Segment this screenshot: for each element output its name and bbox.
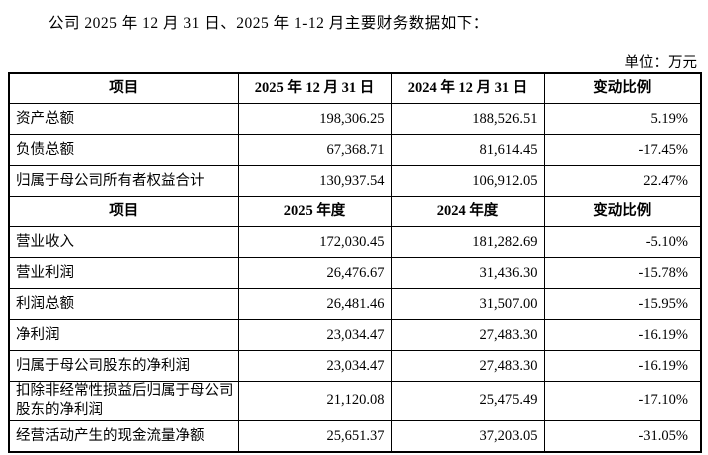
table-row-net-profit: 净利润 23,034.47 27,483.30 -16.19%: [8, 319, 702, 351]
row-label: 营业收入: [8, 226, 239, 258]
value-2024: 31,436.30: [390, 257, 545, 289]
value-2024: 27,483.30: [390, 319, 545, 351]
row-label: 扣除非经常性损益后归属于母公司股东的净利润: [8, 381, 239, 421]
value-2024: 106,912.05: [390, 165, 545, 197]
value-2025: 198,306.25: [237, 103, 392, 135]
row-label: 负债总额: [8, 134, 239, 166]
table-row-net-profit-excl-nonrecurring: 扣除非经常性损益后归属于母公司股东的净利润 21,120.08 25,475.4…: [8, 381, 702, 421]
section1-header-row: 项目 2025 年 12 月 31 日 2024 年 12 月 31 日 变动比…: [8, 72, 702, 104]
value-2025: 23,034.47: [237, 350, 392, 382]
financial-data-table: 项目 2025 年 12 月 31 日 2024 年 12 月 31 日 变动比…: [8, 72, 702, 454]
value-2025: 130,937.54: [237, 165, 392, 197]
section2-header-row: 项目 2025 年度 2024 年度 变动比例: [8, 196, 702, 227]
section2-header-change: 变动比例: [543, 196, 702, 227]
value-2024: 81,614.45: [390, 134, 545, 166]
row-label: 归属于母公司所有者权益合计: [8, 165, 239, 197]
value-2025: 67,368.71: [237, 134, 392, 166]
change-ratio: -31.05%: [543, 419, 702, 453]
value-2025: 26,476.67: [237, 257, 392, 289]
value-2024: 31,507.00: [390, 288, 545, 320]
value-2024: 25,475.49: [390, 381, 545, 421]
section2-header-item: 项目: [8, 196, 239, 227]
table-row-total-liabilities: 负债总额 67,368.71 81,614.45 -17.45%: [8, 134, 702, 166]
row-label: 资产总额: [8, 103, 239, 135]
table-row-net-profit-parent: 归属于母公司股东的净利润 23,034.47 27,483.30 -16.19%: [8, 350, 702, 382]
value-2025: 23,034.47: [237, 319, 392, 351]
row-label: 营业利润: [8, 257, 239, 289]
value-2024: 37,203.05: [390, 419, 545, 453]
row-label: 归属于母公司股东的净利润: [8, 350, 239, 382]
table-row-total-assets: 资产总额 198,306.25 188,526.51 5.19%: [8, 103, 702, 135]
value-2025: 25,651.37: [237, 419, 392, 453]
section2-header-2024: 2024 年度: [390, 196, 545, 227]
value-2025: 21,120.08: [237, 381, 392, 421]
section1-header-2024: 2024 年 12 月 31 日: [390, 72, 545, 104]
row-label: 经营活动产生的现金流量净额: [8, 419, 239, 453]
value-2024: 188,526.51: [390, 103, 545, 135]
section2-header-2025: 2025 年度: [237, 196, 392, 227]
change-ratio: -16.19%: [543, 350, 702, 382]
change-ratio: -17.45%: [543, 134, 702, 166]
value-2025: 172,030.45: [237, 226, 392, 258]
unit-label: 单位：万元: [624, 55, 698, 71]
change-ratio: 5.19%: [543, 103, 702, 135]
row-label: 利润总额: [8, 288, 239, 320]
change-ratio: -16.19%: [543, 319, 702, 351]
change-ratio: -15.95%: [543, 288, 702, 320]
value-2024: 27,483.30: [390, 350, 545, 382]
section1-header-change: 变动比例: [543, 72, 702, 104]
change-ratio: -17.10%: [543, 381, 702, 421]
change-ratio: 22.47%: [543, 165, 702, 197]
change-ratio: -15.78%: [543, 257, 702, 289]
table-row-operating-revenue: 营业收入 172,030.45 181,282.69 -5.10%: [8, 226, 702, 258]
page-title: 公司 2025 年 12 月 31 日、2025 年 1-12 月主要财务数据如…: [48, 15, 489, 32]
change-ratio: -5.10%: [543, 226, 702, 258]
value-2025: 26,481.46: [237, 288, 392, 320]
table-row-operating-profit: 营业利润 26,476.67 31,436.30 -15.78%: [8, 257, 702, 289]
row-label: 净利润: [8, 319, 239, 351]
table-row-total-profit: 利润总额 26,481.46 31,507.00 -15.95%: [8, 288, 702, 320]
value-2024: 181,282.69: [390, 226, 545, 258]
table-row-operating-cash-flow: 经营活动产生的现金流量净额 25,651.37 37,203.05 -31.05…: [8, 419, 702, 453]
table-row-parent-equity: 归属于母公司所有者权益合计 130,937.54 106,912.05 22.4…: [8, 165, 702, 197]
section1-header-item: 项目: [8, 72, 239, 104]
section1-header-2025: 2025 年 12 月 31 日: [237, 72, 392, 104]
